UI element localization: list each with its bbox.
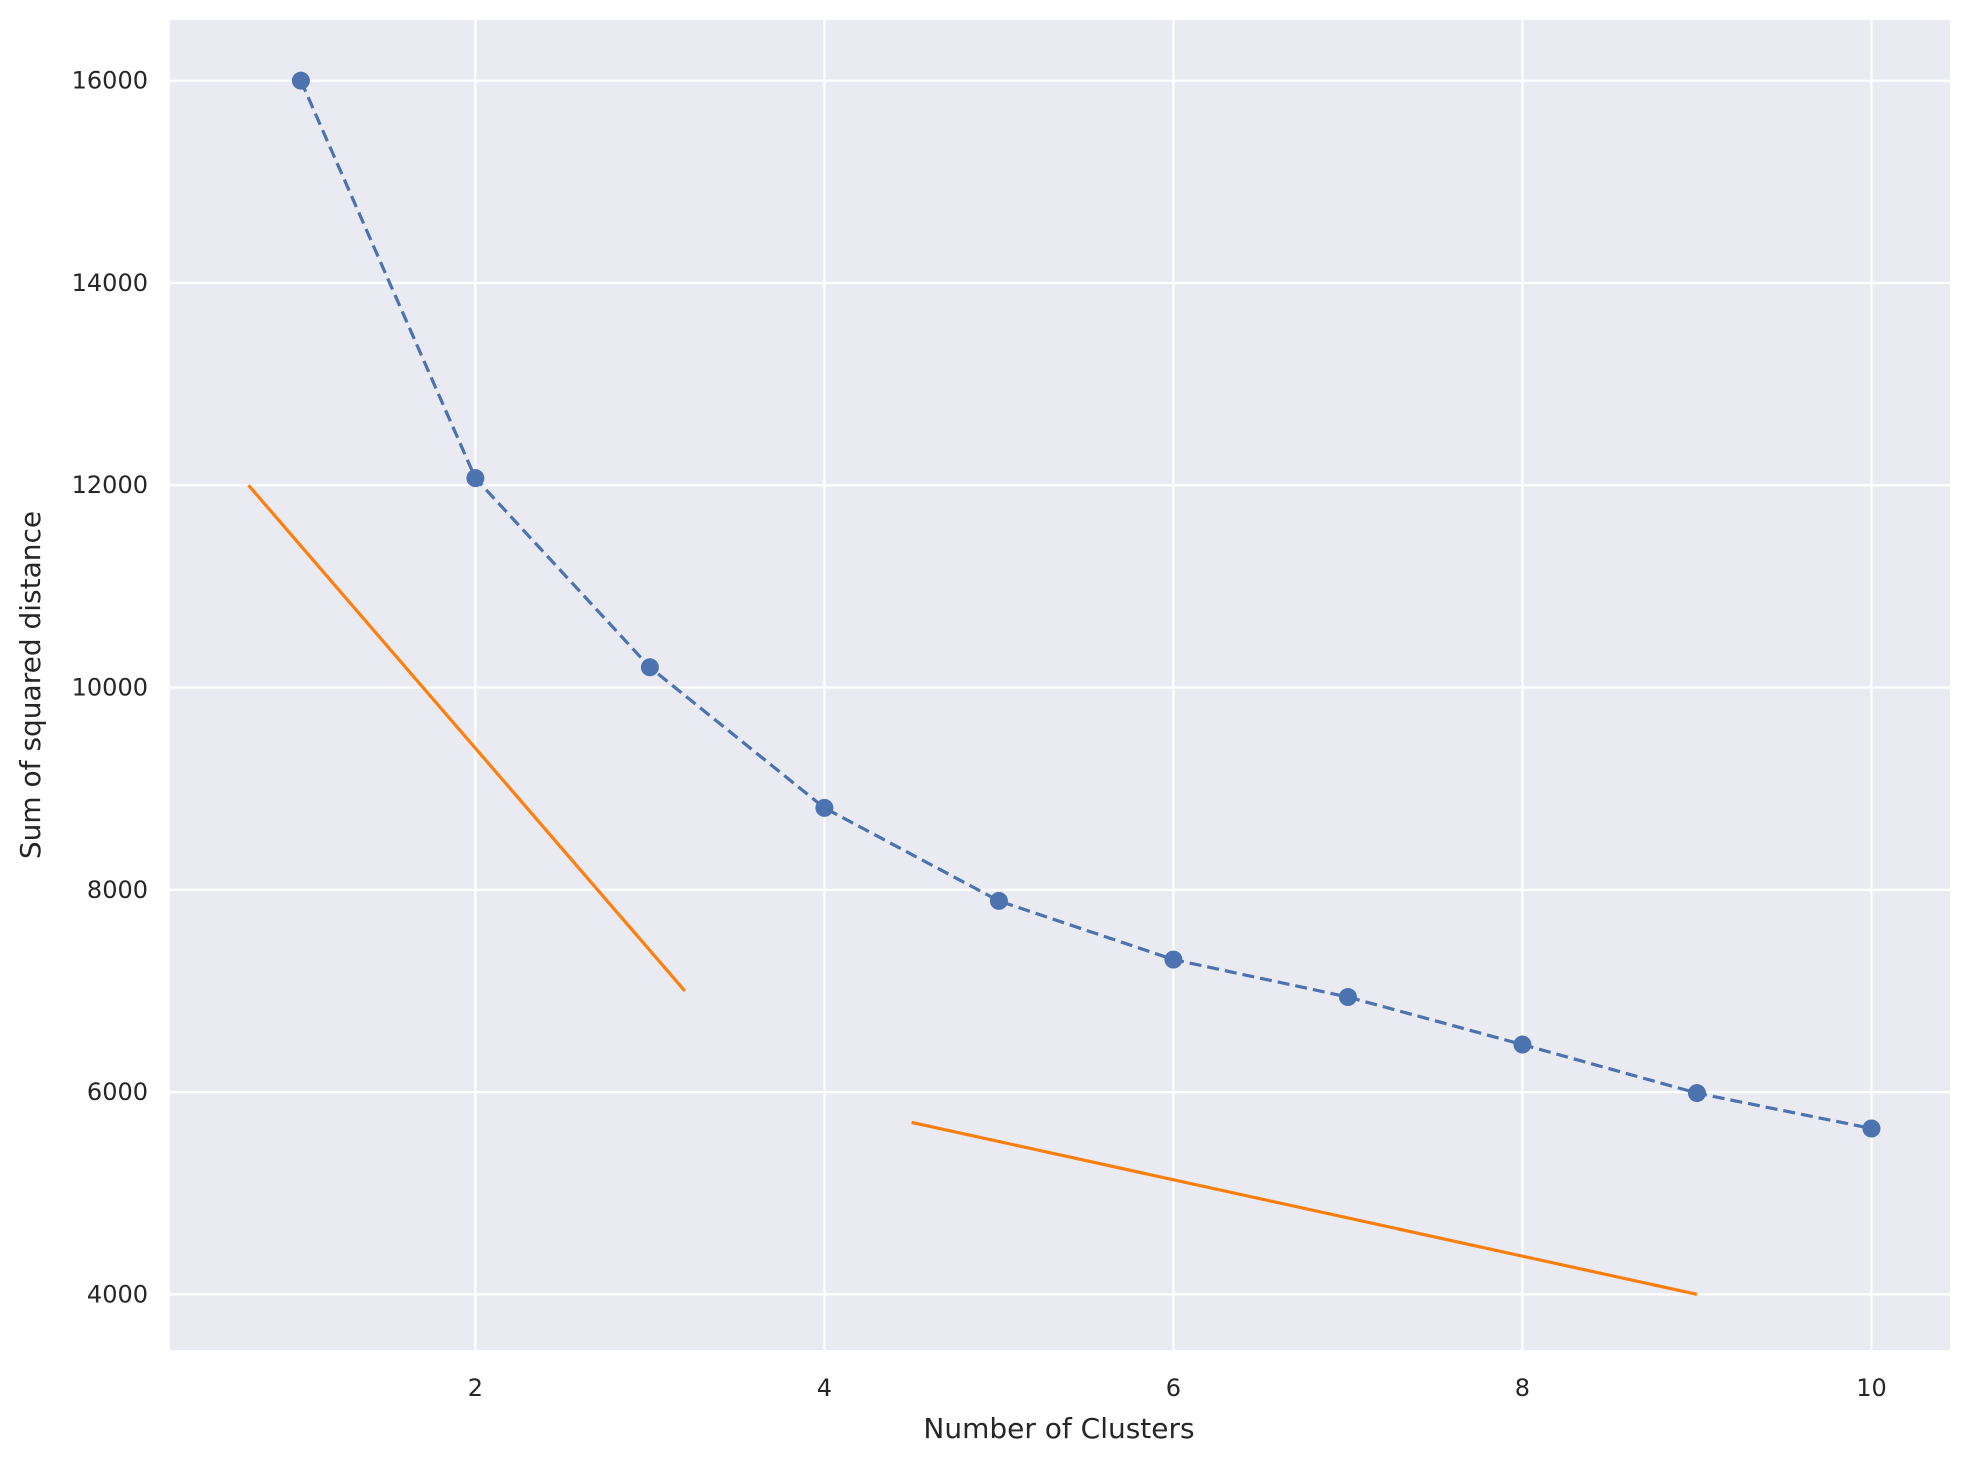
data-point — [466, 469, 485, 488]
series-line-2 — [911, 1120, 1698, 1296]
y-tick-label: 10000 — [72, 674, 148, 702]
data-point — [640, 658, 659, 677]
series-line-0 — [299, 80, 1872, 1131]
grid-lines — [170, 20, 1950, 1350]
x-tick-label: 2 — [468, 1374, 483, 1402]
x-tick-label: 8 — [1515, 1374, 1530, 1402]
series-line-1 — [247, 484, 687, 992]
x-tick-label: 10 — [1856, 1374, 1887, 1402]
y-tick-label: 16000 — [72, 67, 148, 95]
data-point — [1862, 1119, 1881, 1138]
data-point — [1687, 1084, 1706, 1103]
data-point — [291, 71, 310, 90]
y-tick-label: 8000 — [87, 876, 148, 904]
y-tick-label: 4000 — [87, 1280, 148, 1308]
y-tick-label: 12000 — [72, 471, 148, 499]
data-point — [815, 798, 834, 817]
data-point — [1513, 1035, 1532, 1054]
x-tick-label: 6 — [1166, 1374, 1181, 1402]
x-tick-label: 4 — [817, 1374, 832, 1402]
data-point — [989, 891, 1008, 910]
y-tick-label: 14000 — [72, 269, 148, 297]
tick-labels: 2 4 6 8 10 4000 6000 8000 10000 12000 14000 16000 — [72, 67, 1887, 1402]
data-point — [1338, 988, 1357, 1007]
y-tick-label: 6000 — [87, 1078, 148, 1106]
series-layer — [247, 71, 1881, 1296]
plot-background — [170, 20, 1950, 1350]
y-axis-label: Sum of squared distance — [14, 511, 47, 859]
data-point — [1164, 950, 1183, 969]
x-axis-label: Number of Clusters — [923, 1412, 1194, 1445]
